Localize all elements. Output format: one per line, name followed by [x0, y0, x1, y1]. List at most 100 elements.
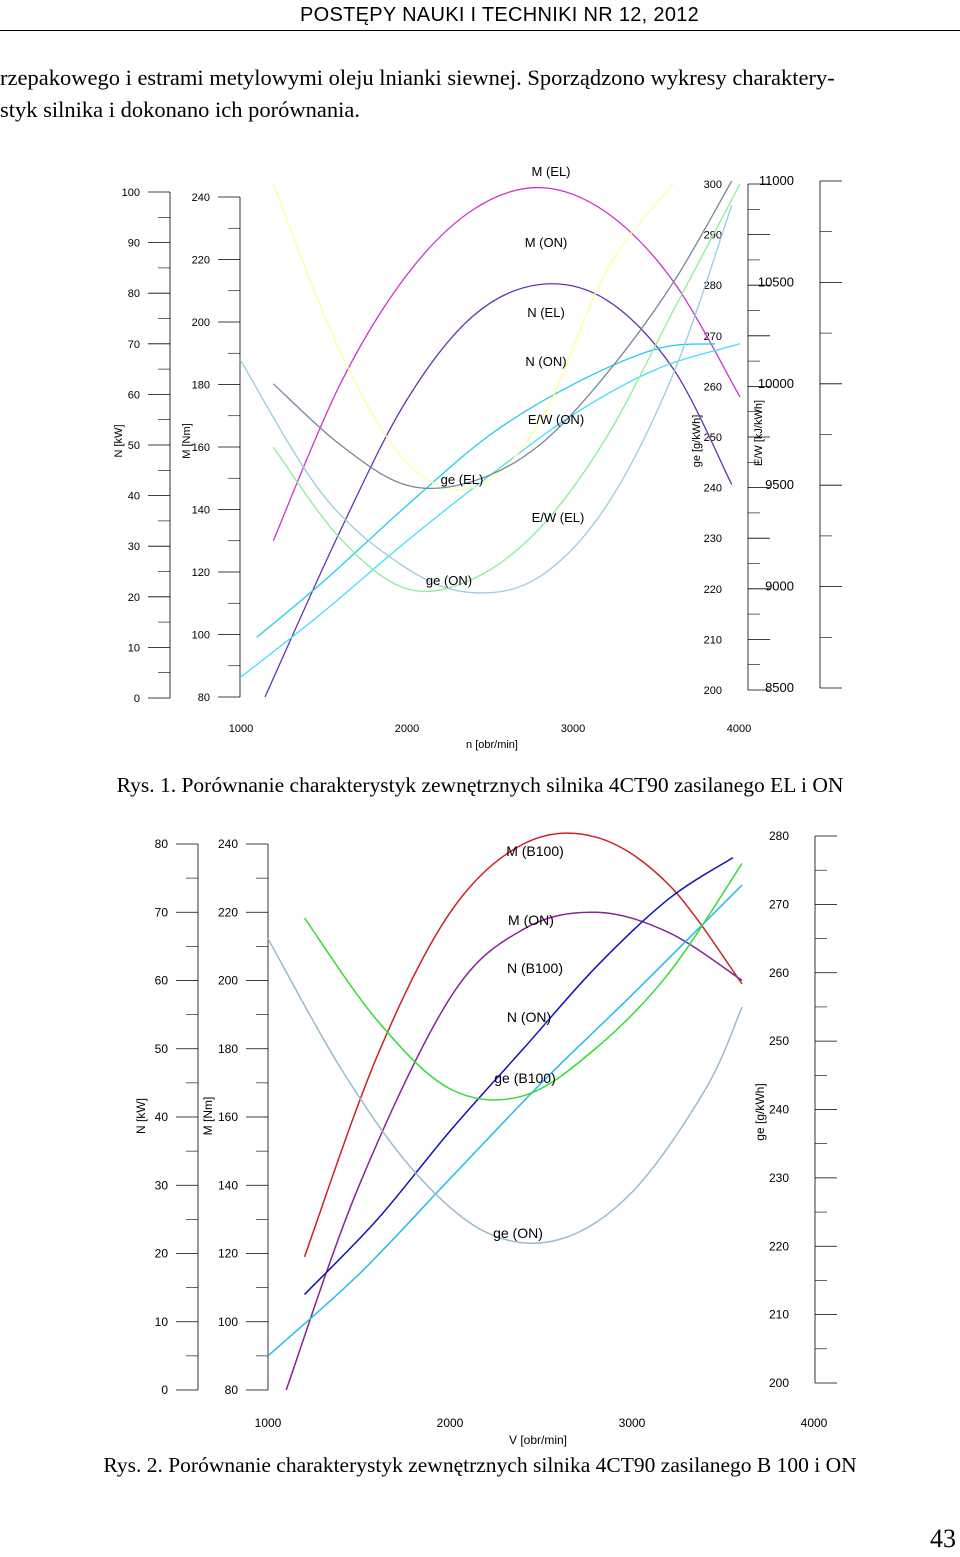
- f2-series-m-b100--line: [303, 832, 743, 1258]
- f1-x-tick-label: 4000: [727, 723, 751, 735]
- intro-line-2: styk silnika i dokonano ich porównania.: [0, 97, 360, 122]
- f1-n-tick-label: 30: [128, 541, 140, 553]
- f2-curve-label: N (ON): [507, 1009, 551, 1025]
- f2-m-axis-title: M [Nm]: [201, 1097, 215, 1136]
- f2-ge-tick-label: 280: [769, 829, 789, 843]
- journal-title: POSTĘPY NAUKI I TECHNIKI NR 12, 2012: [300, 4, 700, 26]
- f1-ge-tick-label: 250: [704, 432, 722, 444]
- f2-m-tick-label: 160: [218, 1110, 238, 1124]
- f2-ge-tick-label: 210: [769, 1308, 789, 1322]
- f2-x-tick-label: 2000: [437, 1416, 464, 1430]
- f1-x-axis-title: n [obr/min]: [466, 739, 518, 751]
- f2-series-ge-on--line: [267, 938, 743, 1244]
- f2-m-tick-label: 80: [225, 1383, 239, 1397]
- f2-m-tick-label: 180: [218, 1042, 238, 1056]
- figure-2-chart: 80 70 60 50 40 30 20 10 0 240 220 200 180 160 140 120 10…: [134, 829, 837, 1447]
- f1-series-m-on--line: [264, 283, 733, 698]
- f1-m-tick-label: 100: [192, 630, 210, 642]
- f1-curve-label: ge (EL): [441, 472, 484, 487]
- f1-ew-tick-label: 10000: [758, 376, 794, 391]
- f1-curve-label: E/W (ON): [528, 412, 584, 427]
- f1-n-tick-label: 60: [128, 389, 140, 401]
- header-rule: [0, 30, 960, 31]
- f2-n-tick-label: 30: [155, 1178, 169, 1192]
- f1-ew-tick-label: 10500: [758, 274, 794, 289]
- f1-ge-axis-title: ge [g/kWh]: [691, 415, 703, 468]
- f1-n-tick-label: 100: [122, 187, 140, 199]
- f2-curve-label: M (B100): [506, 843, 564, 859]
- f2-curve-label: N (B100): [507, 960, 563, 976]
- page-number: 43: [930, 1524, 956, 1553]
- f2-m-tick-label: 240: [218, 837, 238, 851]
- f1-curve-label: N (EL): [527, 305, 565, 320]
- figure-1-chart: 1009080706050403020100240220200180160140…: [113, 164, 842, 751]
- figure-2-caption-text: Porównanie charakterystyk zewnętrznych s…: [168, 1453, 857, 1477]
- f2-curve-label: ge (B100): [494, 1070, 555, 1086]
- f1-x-tick-label: 2000: [395, 723, 419, 735]
- f2-n-tick-label: 70: [155, 905, 169, 919]
- f2-x-axis-title: V [obr/min]: [509, 1433, 567, 1447]
- f2-n-tick-label: 0: [161, 1383, 168, 1397]
- f2-n-tick-label: 60: [155, 974, 169, 988]
- f1-ew-tick-label: 9000: [765, 579, 794, 594]
- f1-ew-tick-label: 8500: [765, 680, 794, 695]
- f1-n-tick-label: 10: [128, 642, 140, 654]
- f2-m-tick-label: 220: [218, 905, 238, 919]
- f1-ew-tick-label: 9500: [765, 477, 794, 492]
- f2-ge-tick-label: 250: [769, 1034, 789, 1048]
- f2-series-ge-b100--line: [303, 862, 743, 1101]
- f2-series-m-on--line: [285, 911, 743, 1391]
- f1-ge-tick-label: 240: [704, 483, 722, 495]
- f2-x-tick-label: 3000: [619, 1416, 646, 1430]
- f1-m-tick-label: 80: [198, 692, 210, 704]
- f1-series-m-el--line: [272, 186, 741, 542]
- f2-curve-label: ge (ON): [493, 1225, 543, 1241]
- f1-ge-tick-label: 260: [704, 381, 722, 393]
- f1-series-e-w-el--line: [239, 205, 733, 594]
- f2-x-tick-label: 4000: [801, 1416, 828, 1430]
- f2-series-n-b100--line: [303, 856, 734, 1296]
- figure-2-caption-label: Rys. 2.: [103, 1453, 163, 1477]
- f2-m-tick-label: 120: [218, 1247, 238, 1261]
- f2-x-tick-label: 1000: [255, 1416, 282, 1430]
- f1-ge-tick-label: 220: [704, 584, 722, 596]
- f2-ge-tick-label: 230: [769, 1171, 789, 1185]
- f1-n-axis-title: N [kW]: [113, 425, 125, 458]
- intro-line-1: rzepakowego i estrami metylowymi oleju l…: [0, 65, 835, 90]
- f2-ge-tick-label: 270: [769, 897, 789, 911]
- f2-ge-tick-label: 200: [769, 1376, 789, 1390]
- f1-series-n-el--line: [256, 343, 716, 638]
- f1-n-tick-label: 90: [128, 238, 140, 250]
- f2-n-tick-label: 50: [155, 1042, 169, 1056]
- f1-n-tick-label: 40: [128, 491, 140, 503]
- f1-n-tick-label: 20: [128, 592, 140, 604]
- f1-m-axis-title: M [Nm]: [181, 423, 193, 458]
- f2-n-tick-label: 20: [155, 1247, 169, 1261]
- f1-curve-label: M (ON): [525, 235, 568, 250]
- f1-m-tick-label: 200: [192, 317, 210, 329]
- f1-ge-tick-label: 280: [704, 280, 722, 292]
- f2-n-tick-label: 40: [155, 1110, 169, 1124]
- f1-series-ge-el--line: [272, 183, 674, 491]
- f1-n-tick-label: 0: [134, 693, 140, 705]
- f2-ge-axis-title: ge [g/kWh]: [753, 1083, 767, 1140]
- f2-n-tick-label: 10: [155, 1315, 169, 1329]
- f2-curve-label: M (ON): [508, 912, 554, 928]
- f2-n-tick-label: 80: [155, 837, 169, 851]
- f2-series-n-on--line: [267, 884, 743, 1357]
- f1-curve-label: N (ON): [525, 354, 566, 369]
- f1-ge-tick-label: 200: [704, 685, 722, 697]
- f1-n-tick-label: 80: [128, 288, 140, 300]
- intro-paragraph: rzepakowego i estrami metylowymi oleju l…: [0, 62, 960, 126]
- f1-ge-tick-label: 210: [704, 634, 722, 646]
- figure-1-caption-text: Porównanie charakterystyk zewnętrznych s…: [181, 773, 844, 797]
- f1-m-tick-label: 240: [192, 192, 210, 204]
- f2-ge-tick-label: 260: [769, 966, 789, 980]
- f1-ge-tick-label: 230: [704, 533, 722, 545]
- f1-m-tick-label: 180: [192, 380, 210, 392]
- f2-n-axis-title: N [kW]: [134, 1098, 148, 1134]
- f1-series-ge-on--line: [272, 183, 741, 593]
- f2-m-tick-label: 140: [218, 1178, 238, 1192]
- journal-header: POSTĘPY NAUKI I TECHNIKI NR 12, 2012: [300, 4, 699, 27]
- f1-ew-tick-label: 11000: [759, 173, 794, 188]
